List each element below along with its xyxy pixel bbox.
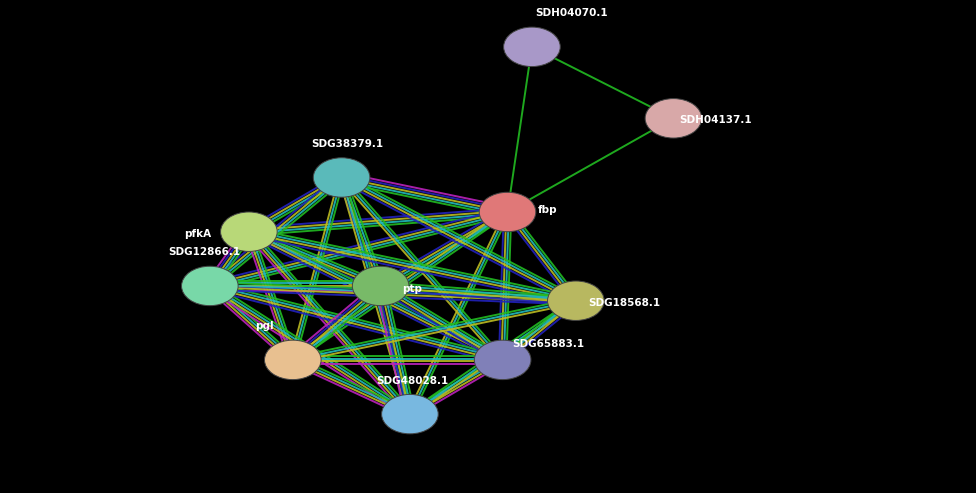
Text: SDH04070.1: SDH04070.1: [535, 8, 608, 18]
Ellipse shape: [182, 266, 238, 306]
Ellipse shape: [645, 99, 702, 138]
Text: fbp: fbp: [538, 205, 557, 215]
Text: SDH04137.1: SDH04137.1: [679, 115, 752, 125]
Ellipse shape: [474, 340, 531, 380]
Ellipse shape: [548, 281, 604, 320]
Text: SDG12866.1: SDG12866.1: [168, 247, 240, 257]
Text: SDG48028.1: SDG48028.1: [377, 376, 449, 386]
Text: SDG65883.1: SDG65883.1: [511, 339, 584, 349]
Ellipse shape: [221, 212, 277, 251]
Ellipse shape: [382, 394, 438, 434]
Ellipse shape: [313, 158, 370, 197]
Ellipse shape: [264, 340, 321, 380]
Text: pgl: pgl: [255, 321, 274, 331]
Ellipse shape: [352, 266, 409, 306]
Text: pfkA: pfkA: [184, 229, 212, 239]
Text: SDG38379.1: SDG38379.1: [311, 139, 384, 149]
Text: SDG18568.1: SDG18568.1: [588, 298, 660, 308]
Ellipse shape: [479, 192, 536, 232]
Ellipse shape: [504, 27, 560, 67]
Text: ptp: ptp: [402, 284, 422, 294]
